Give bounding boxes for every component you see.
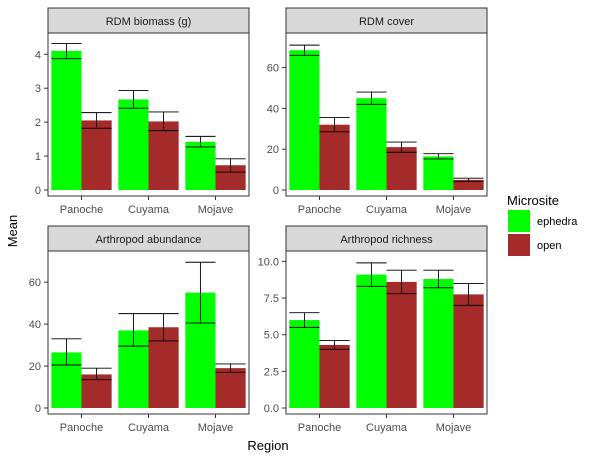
y-tick-label: 0	[273, 185, 279, 197]
x-tick-label: Panoche	[298, 422, 341, 434]
x-tick-label: Cuyama	[128, 204, 170, 216]
y-tick-label: 5.0	[264, 330, 279, 342]
legend: Microsite ephedra open	[507, 193, 578, 256]
bar-open	[148, 121, 179, 190]
y-tick-label: 0.0	[264, 403, 279, 415]
bar-open	[215, 368, 246, 408]
bar-open	[386, 281, 417, 408]
facet-panel: RDM cover 0 20 40 60 Panoche Cuyama Mojave	[267, 7, 488, 216]
x-axis-title: Region	[247, 438, 288, 453]
x-tick-label: Panoche	[60, 204, 103, 216]
y-tick-label: 40	[267, 103, 279, 115]
y-tick-label: 60	[29, 277, 41, 289]
y-tick-label: 1	[35, 151, 41, 163]
facet-title: RDM cover	[359, 16, 414, 28]
facet-panel: RDM biomass (g) 0 1 2 3 4 Panoche Cuyama Mojave	[35, 7, 250, 216]
x-tick-label: Panoche	[60, 422, 103, 434]
bar-open	[386, 147, 417, 190]
x-tick-label: Cuyama	[366, 422, 408, 434]
y-tick-label: 40	[29, 319, 41, 331]
legend-title: Microsite	[507, 193, 559, 208]
legend-label-ephedra: ephedra	[537, 216, 578, 228]
bar-ephedra	[289, 320, 320, 408]
panel-border	[47, 250, 250, 415]
bar-ephedra	[185, 141, 216, 190]
y-tick-label: 0	[35, 185, 41, 197]
y-tick-label: 3	[35, 83, 41, 95]
y-tick-label: 4	[35, 49, 41, 61]
panel-border	[285, 32, 488, 197]
x-tick-label: Cuyama	[366, 204, 408, 216]
bar-ephedra	[51, 50, 82, 190]
panel-border	[285, 250, 488, 415]
x-tick-label: Mojave	[198, 422, 233, 434]
panel-border	[47, 32, 250, 197]
x-tick-label: Mojave	[436, 204, 471, 216]
y-tick-label: 0	[35, 403, 41, 415]
y-tick-label: 10.0	[258, 256, 279, 268]
bar-ephedra	[356, 98, 387, 190]
legend-label-open: open	[537, 240, 561, 252]
facet-title: Arthropod richness	[340, 234, 433, 246]
bar-ephedra	[423, 156, 454, 190]
facet-title: Arthropod abundance	[96, 234, 202, 246]
bar-open	[453, 294, 484, 408]
x-tick-label: Panoche	[298, 204, 341, 216]
legend-swatch-ephedra	[508, 210, 530, 232]
bar-open	[319, 344, 350, 408]
y-tick-label: 2	[35, 117, 41, 129]
bar-open	[81, 120, 112, 190]
bar-ephedra	[118, 99, 149, 190]
x-tick-label: Cuyama	[128, 422, 170, 434]
y-tick-label: 60	[267, 63, 279, 75]
x-tick-label: Mojave	[198, 204, 233, 216]
y-tick-label: 2.5	[264, 366, 279, 378]
legend-swatch-open	[508, 234, 530, 256]
facet-panel: Arthropod richness 0.0 2.5 5.0 7.5 10.0 Panoch…	[258, 225, 488, 434]
y-tick-label: 20	[267, 144, 279, 156]
bar-open	[319, 124, 350, 190]
facet-panel: Arthropod abundance 0 20 40 60 Panoche Cuyama M…	[29, 225, 250, 434]
facet-strip	[47, 7, 250, 34]
facet-title: RDM biomass (g)	[106, 16, 192, 28]
bar-ephedra	[423, 278, 454, 408]
y-tick-label: 7.5	[264, 293, 279, 305]
bar-ephedra	[356, 274, 387, 408]
y-tick-label: 20	[29, 361, 41, 373]
facet-strip	[285, 225, 488, 252]
bar-ephedra	[289, 50, 320, 190]
bar-open	[453, 179, 484, 190]
y-axis-title: Mean	[5, 215, 20, 248]
x-tick-label: Mojave	[436, 422, 471, 434]
